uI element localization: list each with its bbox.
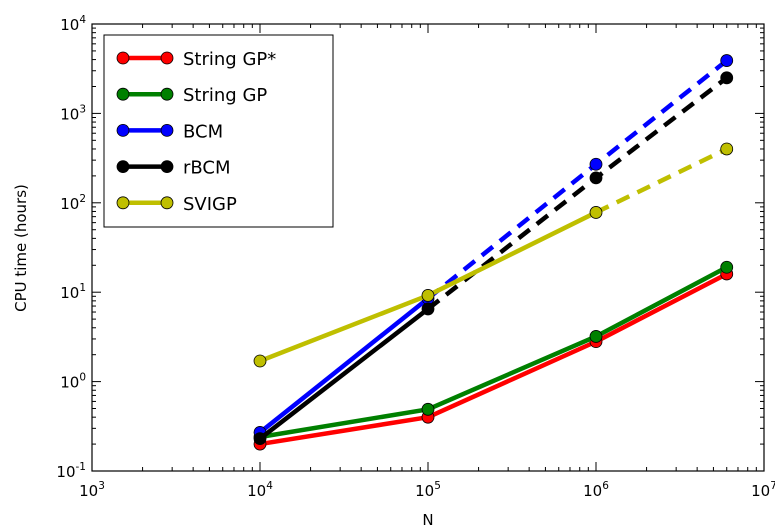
legend-item: SVIGP (116, 194, 237, 215)
legend-marker (160, 51, 174, 65)
legend-marker (116, 160, 130, 174)
data-point (589, 206, 603, 219)
series-line (259, 265, 728, 440)
series-4 (253, 71, 734, 446)
y-tick-label: 101 (60, 282, 86, 302)
legend-label: SVIGP (183, 194, 237, 215)
y-tick-label: 10-1 (56, 461, 86, 481)
legend-marker (116, 87, 130, 101)
legend-item: String GP (116, 85, 267, 106)
legend-marker (160, 196, 174, 210)
legend-marker (160, 123, 174, 137)
legend-label: String GP (183, 85, 267, 106)
legend-marker (116, 51, 130, 65)
series-line-extrapolated (595, 146, 728, 215)
data-point (720, 142, 734, 156)
data-point (720, 54, 734, 67)
data-point (421, 302, 435, 316)
data-point (253, 354, 267, 368)
legend: String GP* String GP BCM rBCM SVIGP (103, 34, 334, 228)
x-tick-label: 104 (247, 480, 273, 500)
series-5 (253, 142, 734, 368)
data-point (421, 289, 435, 302)
data-point (589, 171, 603, 185)
legend-item: rBCM (116, 158, 231, 179)
x-tick-label: 106 (583, 480, 609, 500)
data-point (589, 330, 603, 343)
data-point (589, 157, 603, 171)
y-tick-label: 103 (60, 103, 86, 123)
data-point (720, 260, 734, 274)
legend-item: String GP* (116, 49, 276, 70)
series-layer (253, 54, 734, 451)
y-tick-label: 100 (60, 372, 86, 392)
y-tick-label: 104 (60, 14, 86, 34)
legend-marker (116, 123, 130, 137)
legend-marker (116, 196, 130, 210)
x-tick-label: 107 (751, 480, 775, 500)
y-axis-label: CPU time (hours) (12, 184, 30, 312)
legend-item: BCM (116, 121, 223, 142)
axis-ticks (91, 23, 765, 472)
tick-labels: 103 104 105 106 107 10-1 100 101 102 103 104 (56, 14, 775, 500)
series-line (259, 271, 728, 447)
series-line (258, 296, 430, 435)
legend-label: BCM (183, 121, 223, 142)
data-point (253, 432, 267, 446)
data-point (421, 402, 435, 416)
y-tick-label: 102 (60, 193, 86, 213)
legend-label: String GP* (183, 49, 276, 70)
legend-marker (160, 160, 174, 174)
series-line (258, 307, 430, 441)
x-axis-label: N (422, 511, 433, 529)
legend-label: rBCM (183, 158, 231, 179)
data-point (720, 71, 734, 85)
legend-marker (160, 87, 174, 101)
x-tick-label: 105 (415, 480, 441, 500)
x-tick-label: 103 (79, 480, 105, 500)
